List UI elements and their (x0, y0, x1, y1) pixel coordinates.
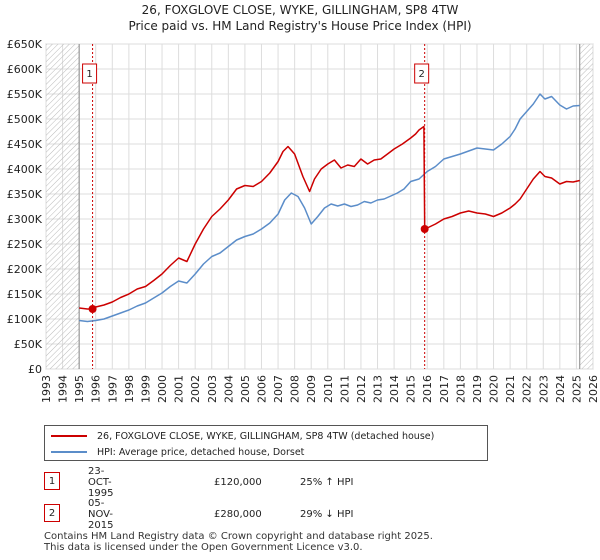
y-tick-label: £600K (7, 63, 43, 76)
grid-lines (45, 43, 594, 370)
legend-swatch-property (51, 435, 87, 437)
transaction-label-number: 2 (418, 69, 424, 80)
x-tick-label: 1998 (123, 375, 136, 403)
hatch-after-data (579, 44, 593, 369)
transaction-hpi-diff: 25% ↑ HPI (300, 476, 354, 488)
x-tick-label: 2024 (554, 375, 567, 403)
legend-label-hpi: HPI: Average price, detached house, Dors… (97, 446, 305, 458)
hatched-regions (46, 44, 593, 369)
x-tick-label: 2018 (454, 375, 467, 403)
x-tick-label: 2001 (173, 375, 186, 403)
x-tick-label: 2017 (438, 375, 451, 403)
transaction-date: 05-NOV-2015 (88, 497, 114, 531)
x-tick-label: 2008 (289, 375, 302, 403)
x-tick-label: 2013 (372, 375, 385, 403)
y-tick-label: £50K (14, 338, 43, 351)
series-line-property (79, 125, 580, 310)
x-tick-label: 2025 (570, 375, 583, 403)
transaction-label-box (414, 63, 430, 84)
series-lines (79, 93, 580, 323)
x-axis-ticks: 1993 1994 1995 1996 1997 1998 1999 2000 2001 2002… (40, 375, 600, 403)
legend-item-property: 26, FOXGLOVE CLOSE, WYKE, GILLINGHAM, SP… (51, 429, 434, 443)
x-tick-label: 2020 (488, 375, 501, 403)
y-tick-label: £150K (7, 288, 43, 301)
x-tick-label: 2011 (338, 375, 351, 403)
legend-swatch-hpi (51, 451, 87, 453)
x-tick-label: 2012 (355, 375, 368, 403)
y-axis-ticks: £0 £50K £100K £150K £200K £250K £300K £350K £400… (7, 38, 43, 376)
y-tick-label: £550K (7, 88, 43, 101)
series-line-hpi (79, 93, 580, 323)
x-tick-label: 2007 (272, 375, 285, 403)
y-tick-label: £650K (7, 38, 43, 51)
x-tick-label: 2026 (587, 375, 600, 403)
y-tick-label: £450K (7, 138, 43, 151)
plot-area (45, 43, 594, 370)
x-tick-label: 1996 (90, 375, 103, 403)
x-tick-label: 2021 (504, 375, 517, 403)
transaction-point (420, 225, 429, 233)
footer: Contains HM Land Registry data © Crown c… (44, 531, 433, 553)
transaction-point (88, 305, 97, 313)
transaction-label-box (82, 63, 98, 84)
x-tick-label: 2006 (255, 375, 268, 403)
hatch-before-data (46, 44, 80, 369)
x-tick-label: 2002 (189, 375, 202, 403)
transaction-label-number: 1 (86, 69, 92, 80)
footer-copyright: Contains HM Land Registry data © Crown c… (44, 531, 433, 542)
legend-label-property: 26, FOXGLOVE CLOSE, WYKE, GILLINGHAM, SP… (97, 430, 435, 442)
y-tick-label: £200K (7, 263, 43, 276)
chart-subtitle: Price paid vs. HM Land Registry's House … (128, 19, 471, 33)
transaction-badge: 2 (44, 504, 60, 522)
chart-title: 26, FOXGLOVE CLOSE, WYKE, GILLINGHAM, SP… (142, 3, 459, 17)
x-tick-label: 2022 (521, 375, 534, 403)
x-tick-label: 2004 (222, 375, 235, 403)
transaction-badge: 1 (44, 472, 60, 490)
footer-license: This data is licensed under the Open Gov… (44, 542, 363, 553)
y-tick-label: £0 (28, 363, 42, 376)
x-tick-label: 1995 (73, 375, 86, 403)
transaction-date: 23-OCT-1995 (88, 465, 114, 499)
y-tick-label: £500K (7, 113, 43, 126)
x-tick-label: 2014 (388, 375, 401, 403)
x-tick-label: 1997 (106, 375, 119, 403)
x-tick-label: 2015 (405, 375, 418, 403)
transaction-hpi-diff: 29% ↓ HPI (300, 508, 354, 520)
transaction-price: £280,000 (214, 508, 262, 520)
x-tick-label: 2003 (206, 375, 219, 403)
y-tick-label: £400K (7, 163, 43, 176)
x-tick-label: 2010 (322, 375, 335, 403)
transaction-points (88, 225, 429, 313)
x-tick-label: 1993 (40, 375, 53, 403)
y-tick-label: £300K (7, 213, 43, 226)
x-tick-label: 2016 (421, 375, 434, 403)
x-tick-label: 1999 (139, 375, 152, 403)
legend: 26, FOXGLOVE CLOSE, WYKE, GILLINGHAM, SP… (44, 425, 488, 461)
x-tick-label: 1994 (57, 375, 70, 403)
y-tick-label: £350K (7, 188, 43, 201)
x-tick-label: 2000 (156, 375, 169, 403)
y-tick-label: £100K (7, 313, 43, 326)
price-chart: 26, FOXGLOVE CLOSE, WYKE, GILLINGHAM, SP… (7, 3, 600, 403)
x-tick-label: 2023 (537, 375, 550, 403)
y-tick-label: £250K (7, 238, 43, 251)
transaction-price: £120,000 (214, 476, 262, 488)
x-tick-label: 2005 (239, 375, 252, 403)
x-tick-label: 2019 (471, 375, 484, 403)
legend-item-hpi: HPI: Average price, detached house, Dors… (51, 445, 304, 459)
x-tick-label: 2009 (305, 375, 318, 403)
plot-background (45, 43, 594, 370)
